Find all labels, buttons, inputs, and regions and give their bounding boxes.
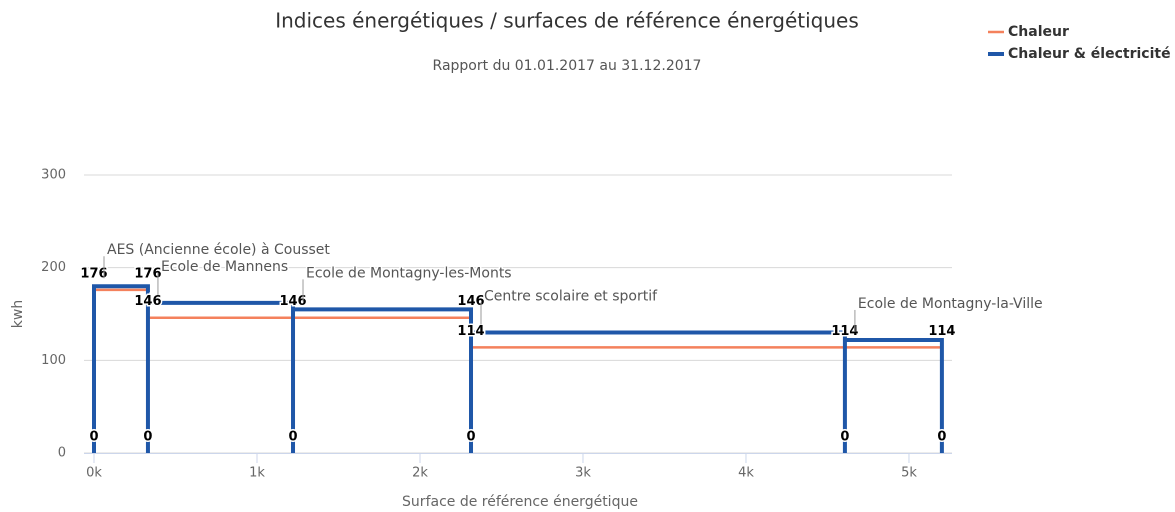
annotation: Ecole de Montagny-la-Ville — [858, 296, 1043, 312]
data-label: 114 — [457, 324, 484, 339]
data-label: 176 — [134, 266, 161, 281]
data-label: 0 — [288, 430, 297, 445]
chart-title: Indices énergétiques / surfaces de référ… — [275, 9, 859, 33]
x-axis-title: Surface de référence énergétique — [402, 494, 638, 510]
y-tick-label: 100 — [41, 353, 66, 368]
data-label: 146 — [279, 294, 306, 309]
annotation: AES (Ancienne école) à Cousset — [107, 242, 330, 258]
legend-label: Chaleur — [1008, 24, 1069, 40]
data-label: 0 — [937, 430, 946, 445]
y-tick-label: 200 — [41, 260, 66, 275]
data-label: 146 — [457, 294, 484, 309]
data-label: 114 — [928, 324, 955, 339]
x-tick-label: 5k — [901, 466, 917, 481]
x-tick-label: 4k — [738, 466, 754, 481]
data-label: 114 — [831, 324, 858, 339]
chart-subtitle: Rapport du 01.01.2017 au 31.12.2017 — [433, 58, 702, 74]
data-label: 0 — [89, 430, 98, 445]
annotation: Ecole de Montagny-les-Monts — [306, 265, 512, 281]
legend-label: Chaleur & électricité — [1008, 46, 1171, 62]
x-tick-label: 2k — [412, 466, 428, 481]
data-label: 146 — [134, 294, 161, 309]
y-tick-label: 0 — [58, 446, 66, 461]
data-label: 0 — [466, 430, 475, 445]
data-label: 0 — [840, 430, 849, 445]
x-tick-label: 1k — [249, 466, 265, 481]
y-tick-label: 300 — [41, 168, 66, 183]
y-axis-title: kwh — [10, 300, 26, 328]
data-label: 176 — [80, 266, 107, 281]
series-line — [92, 284, 944, 453]
x-tick-label: 0k — [86, 466, 102, 481]
data-label: 114 — [831, 324, 858, 339]
annotation: Centre scolaire et sportif — [484, 289, 658, 305]
x-tick-label: 3k — [575, 466, 591, 481]
annotation: Ecole de Mannens — [161, 259, 288, 275]
data-label: 146 — [279, 294, 306, 309]
series-line — [92, 288, 944, 453]
data-label: 0 — [143, 430, 152, 445]
